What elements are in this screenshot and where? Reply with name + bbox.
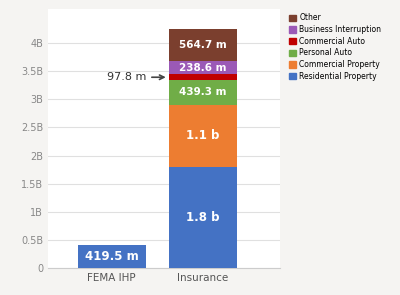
Text: 238.6 m: 238.6 m — [179, 63, 226, 73]
Bar — [168, 29, 237, 61]
Text: 419.5 m: 419.5 m — [85, 250, 138, 263]
Text: 439.3 m: 439.3 m — [179, 87, 226, 97]
Bar — [168, 74, 237, 80]
Bar — [78, 245, 146, 268]
Bar — [168, 80, 237, 105]
Legend: Other, Business Interruption, Commercial Auto, Personal Auto, Commercial Propert: Other, Business Interruption, Commercial… — [288, 13, 382, 81]
Text: 564.7 m: 564.7 m — [179, 40, 226, 50]
Bar — [168, 167, 237, 268]
Text: 1.1 b: 1.1 b — [186, 129, 219, 142]
Bar — [168, 61, 237, 74]
Text: 97.8 m: 97.8 m — [107, 72, 164, 82]
Bar — [168, 105, 237, 167]
Text: 1.8 b: 1.8 b — [186, 211, 220, 224]
